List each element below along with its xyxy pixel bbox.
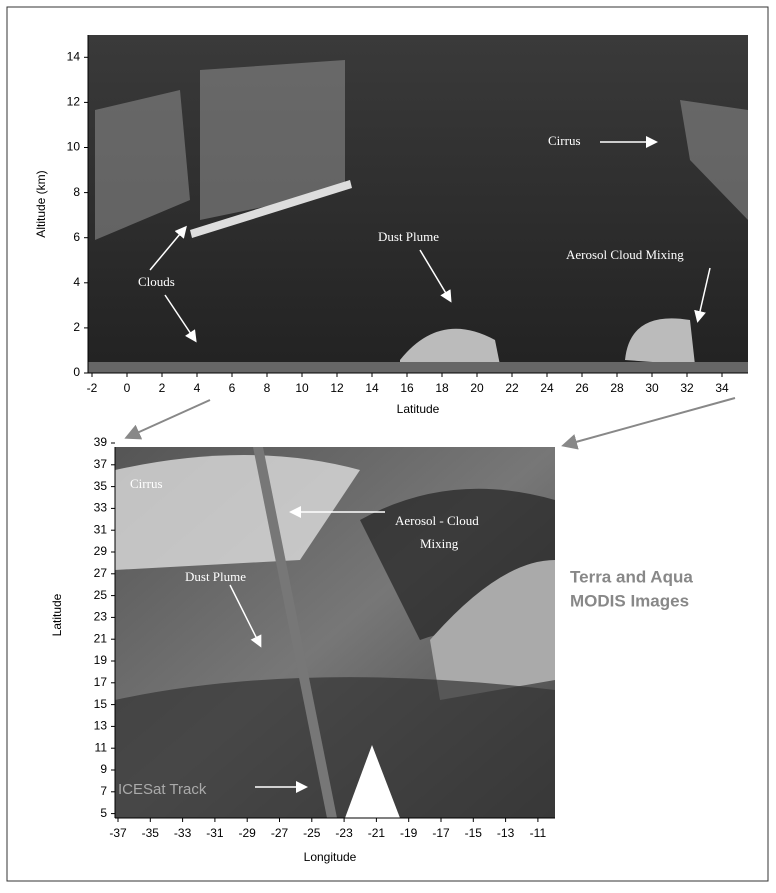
y-tick-label: 21: [94, 631, 108, 645]
x-axis-label: Longitude: [304, 850, 357, 864]
y-tick-label: 4: [73, 275, 80, 289]
x-axis-label: Latitude: [397, 402, 440, 416]
x-tick-label: 32: [680, 381, 694, 395]
y-tick-label: 37: [94, 457, 108, 471]
y-tick-label: 14: [67, 49, 81, 63]
y-tick-label: 19: [94, 653, 108, 667]
annotation: Mixing: [420, 536, 459, 551]
x-tick-label: -33: [174, 826, 192, 840]
annotation: Clouds: [138, 274, 175, 289]
annotation: Cirrus: [548, 133, 581, 148]
y-tick-label: 6: [73, 230, 80, 244]
y-tick-label: 31: [94, 522, 108, 536]
x-tick-label: -25: [303, 826, 321, 840]
y-tick-label: 35: [94, 479, 108, 493]
x-tick-label: 8: [264, 381, 271, 395]
y-tick-label: 27: [94, 566, 108, 580]
x-tick-label: -19: [400, 826, 418, 840]
y-tick-label: 25: [94, 588, 108, 602]
x-tick-label: -31: [206, 826, 224, 840]
y-tick-label: 11: [95, 740, 108, 754]
annotation: Dust Plume: [185, 569, 246, 584]
caption: Terra and Aqua: [570, 567, 693, 586]
top-image: [88, 35, 748, 373]
y-tick-label: 7: [100, 784, 107, 798]
x-tick-label: -17: [432, 826, 450, 840]
y-tick-label: 33: [94, 501, 108, 515]
figure: Altitude (km) Latitude Cirrus Dust Plume…: [0, 0, 776, 888]
bottom-image: [115, 447, 555, 818]
y-tick-label: 9: [100, 762, 107, 776]
y-tick-label: 39: [94, 435, 108, 449]
y-tick-label: 29: [94, 544, 108, 558]
x-tick-label: 10: [295, 381, 309, 395]
x-tick-label: 2: [159, 381, 166, 395]
x-tick-label: -27: [271, 826, 289, 840]
y-tick-label: 15: [94, 697, 108, 711]
annotation: Cirrus: [130, 476, 163, 491]
annotation: Aerosol - Cloud: [395, 513, 479, 528]
x-tick-label: -15: [465, 826, 483, 840]
x-tick-label: -21: [368, 826, 386, 840]
y-tick-label: 13: [94, 719, 108, 733]
y-tick-label: 23: [94, 610, 108, 624]
y-axis-label: Altitude (km): [34, 170, 48, 237]
y-tick-label: 10: [67, 140, 81, 154]
x-tick-label: 26: [575, 381, 589, 395]
y-tick-label: 0: [73, 365, 80, 379]
y-tick-label: 17: [94, 675, 108, 689]
x-tick-label: -35: [142, 826, 160, 840]
x-tick-label: 20: [470, 381, 484, 395]
x-tick-label: 22: [505, 381, 519, 395]
x-tick-label: -13: [497, 826, 515, 840]
annotation: Aerosol Cloud Mixing: [566, 247, 684, 262]
x-tick-label: -37: [109, 826, 127, 840]
annotation: ICESat Track: [118, 781, 207, 798]
x-tick-label: 6: [229, 381, 236, 395]
x-tick-label: 18: [435, 381, 449, 395]
x-tick-label: 24: [540, 381, 554, 395]
x-tick-label: 0: [124, 381, 131, 395]
y-tick-label: 8: [73, 185, 80, 199]
x-tick-label: -29: [239, 826, 257, 840]
y-tick-label: 5: [100, 806, 107, 820]
x-tick-label: 14: [365, 381, 379, 395]
x-tick-label: 34: [715, 381, 729, 395]
x-tick-label: -11: [530, 826, 547, 840]
y-tick-label: 2: [73, 320, 80, 334]
x-tick-label: 16: [400, 381, 414, 395]
caption: MODIS Images: [570, 591, 689, 610]
x-tick-label: -2: [87, 381, 98, 395]
x-tick-label: 12: [330, 381, 344, 395]
x-tick-label: 28: [610, 381, 624, 395]
y-tick-label: 12: [67, 95, 81, 109]
x-tick-label: -23: [335, 826, 353, 840]
annotation: Dust Plume: [378, 229, 439, 244]
x-tick-label: 4: [194, 381, 201, 395]
y-axis-label: Latitude: [50, 593, 64, 636]
x-tick-label: 30: [645, 381, 659, 395]
